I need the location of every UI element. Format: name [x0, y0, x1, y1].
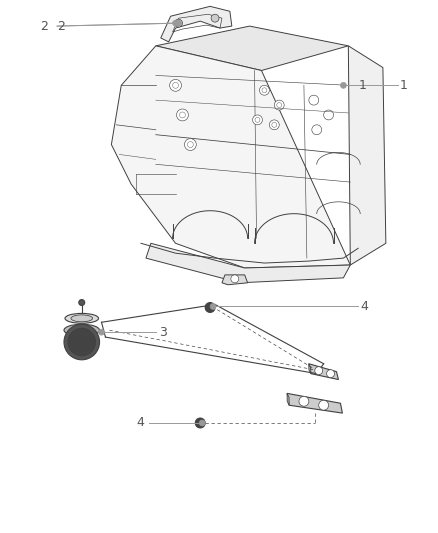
Polygon shape [309, 364, 339, 379]
Circle shape [231, 275, 239, 283]
Polygon shape [156, 26, 348, 70]
Circle shape [319, 400, 328, 410]
Text: 1: 1 [358, 79, 366, 92]
Circle shape [184, 139, 196, 150]
Ellipse shape [65, 313, 99, 324]
Polygon shape [161, 6, 232, 42]
Circle shape [340, 83, 346, 88]
Polygon shape [146, 243, 350, 283]
Circle shape [99, 329, 105, 335]
Polygon shape [287, 393, 289, 405]
Circle shape [309, 95, 319, 105]
Polygon shape [111, 46, 350, 268]
Text: 2: 2 [57, 20, 65, 33]
Ellipse shape [71, 315, 92, 322]
Ellipse shape [64, 324, 99, 336]
Circle shape [324, 110, 333, 120]
Text: 3: 3 [159, 326, 166, 338]
Text: 1: 1 [400, 79, 407, 92]
Circle shape [64, 324, 99, 360]
Circle shape [173, 20, 179, 26]
Circle shape [170, 79, 181, 91]
Circle shape [315, 367, 323, 375]
Text: 2: 2 [40, 20, 48, 33]
Polygon shape [309, 364, 311, 374]
Circle shape [259, 85, 269, 95]
Circle shape [299, 397, 309, 406]
Circle shape [210, 303, 216, 310]
Circle shape [274, 100, 284, 110]
Circle shape [176, 20, 181, 26]
Polygon shape [287, 393, 343, 413]
Circle shape [327, 370, 335, 377]
Circle shape [195, 418, 205, 428]
Text: 4: 4 [360, 300, 368, 313]
Circle shape [205, 303, 215, 312]
Polygon shape [222, 275, 247, 285]
Circle shape [312, 125, 321, 135]
Polygon shape [348, 46, 386, 265]
Circle shape [269, 120, 279, 130]
Circle shape [199, 420, 205, 426]
Circle shape [79, 300, 85, 305]
Circle shape [68, 328, 95, 356]
Text: 4: 4 [136, 416, 144, 430]
Circle shape [177, 109, 188, 121]
Circle shape [211, 14, 219, 22]
Circle shape [253, 115, 262, 125]
Circle shape [175, 19, 183, 27]
